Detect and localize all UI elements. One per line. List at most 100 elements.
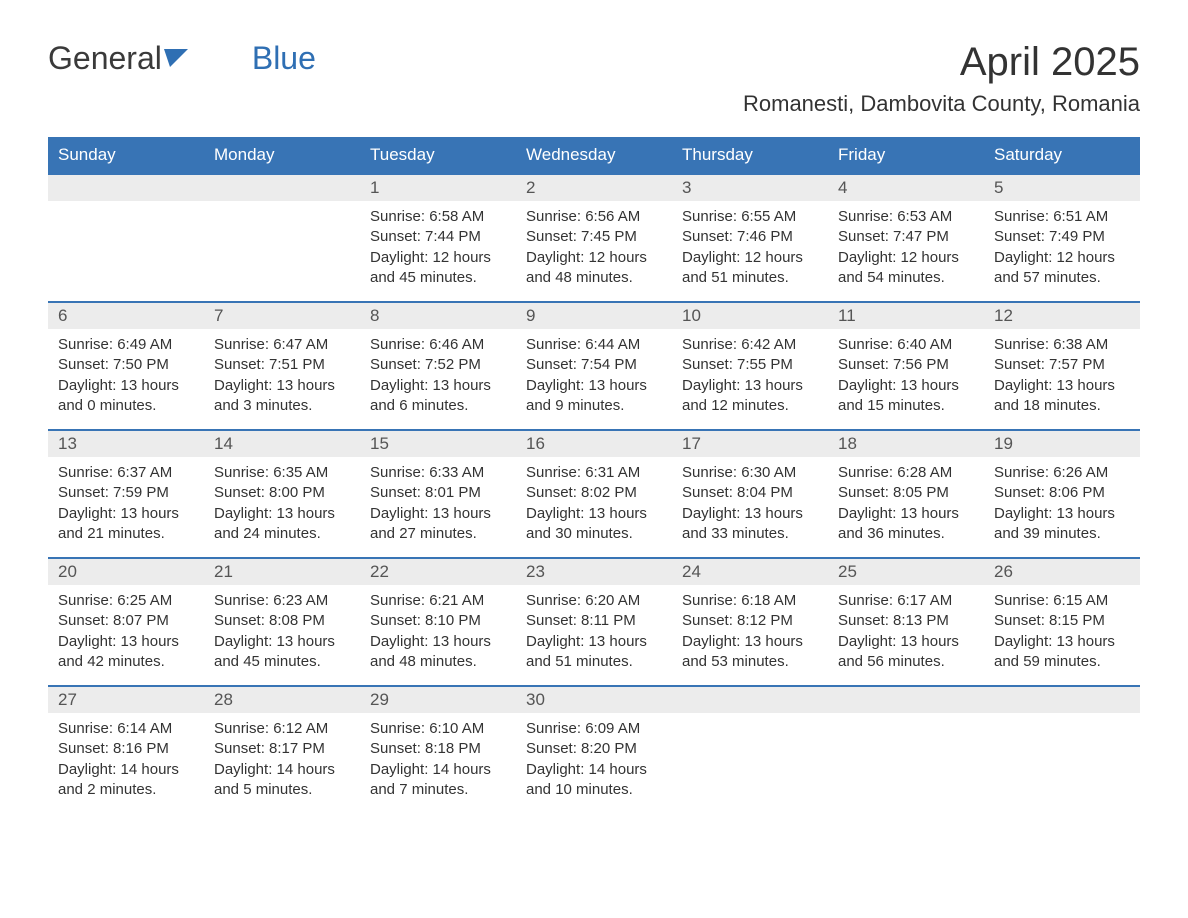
daylight-text: Daylight: 13 hours and 39 minutes.: [994, 504, 1130, 545]
day-cell: [984, 687, 1140, 813]
daylight-text: Daylight: 13 hours and 27 minutes.: [370, 504, 506, 545]
sunrise-text: Sunrise: 6:31 AM: [526, 463, 662, 483]
sunset-text: Sunset: 8:17 PM: [214, 739, 350, 759]
sunset-text: Sunset: 8:12 PM: [682, 611, 818, 631]
day-number: [48, 175, 204, 181]
day-number: 10: [672, 303, 828, 329]
day-number: 8: [360, 303, 516, 329]
day-number: 7: [204, 303, 360, 329]
week-row: 20Sunrise: 6:25 AMSunset: 8:07 PMDayligh…: [48, 557, 1140, 685]
day-cell: 8Sunrise: 6:46 AMSunset: 7:52 PMDaylight…: [360, 303, 516, 429]
day-body: Sunrise: 6:23 AMSunset: 8:08 PMDaylight:…: [204, 585, 360, 672]
day-cell: 18Sunrise: 6:28 AMSunset: 8:05 PMDayligh…: [828, 431, 984, 557]
sunrise-text: Sunrise: 6:44 AM: [526, 335, 662, 355]
day-number-row: 10: [672, 303, 828, 329]
daylight-text: Daylight: 13 hours and 9 minutes.: [526, 376, 662, 417]
sunset-text: Sunset: 8:00 PM: [214, 483, 350, 503]
day-cell: 21Sunrise: 6:23 AMSunset: 8:08 PMDayligh…: [204, 559, 360, 685]
day-number-row: [984, 687, 1140, 713]
week-row: 6 Sunrise: 6:49 AMSunset: 7:50 PM Daylight…: [48, 301, 1140, 429]
day-cell: 24Sunrise: 6:18 AMSunset: 8:12 PMDayligh…: [672, 559, 828, 685]
sunset-text: Sunset: 7:56 PM: [838, 355, 974, 375]
day-cell: 9Sunrise: 6:44 AMSunset: 7:54 PMDaylight…: [516, 303, 672, 429]
day-number-row: 7: [204, 303, 360, 329]
day-body: Sunrise: 6:30 AMSunset: 8:04 PMDaylight:…: [672, 457, 828, 544]
daylight-text: Daylight: 13 hours and 56 minutes.: [838, 632, 974, 673]
day-body: Sunrise: 6:56 AMSunset: 7:45 PMDaylight:…: [516, 201, 672, 288]
sunrise-text: Sunrise: 6:49 AM: [58, 335, 194, 355]
daylight-text: Daylight: 13 hours and 36 minutes.: [838, 504, 974, 545]
sunset-text: Sunset: 8:05 PM: [838, 483, 974, 503]
day-body: Sunrise: 6:21 AMSunset: 8:10 PMDaylight:…: [360, 585, 516, 672]
sunset-text: Sunset: 8:13 PM: [838, 611, 974, 631]
weekday-header: Monday: [204, 137, 360, 173]
calendar: Sunday Monday Tuesday Wednesday Thursday…: [48, 137, 1140, 813]
day-body: Sunrise: 6:37 AMSunset: 7:59 PMDaylight:…: [48, 457, 204, 544]
day-cell: [48, 175, 204, 301]
day-cell: [672, 687, 828, 813]
sunset-text: Sunset: 7:59 PM: [58, 483, 194, 503]
weekday-header: Tuesday: [360, 137, 516, 173]
weekday-header: Saturday: [984, 137, 1140, 173]
daylight-text: Daylight: 12 hours and 48 minutes.: [526, 248, 662, 289]
day-number: 28: [204, 687, 360, 713]
day-body: [204, 201, 360, 207]
day-number: 17: [672, 431, 828, 457]
day-number-row: 30: [516, 687, 672, 713]
day-cell: 12Sunrise: 6:38 AMSunset: 7:57 PMDayligh…: [984, 303, 1140, 429]
day-number-row: [204, 175, 360, 201]
day-body: Sunrise: 6:20 AMSunset: 8:11 PMDaylight:…: [516, 585, 672, 672]
day-number-row: 24: [672, 559, 828, 585]
weekday-header: Sunday: [48, 137, 204, 173]
day-body: Sunrise: 6:40 AMSunset: 7:56 PMDaylight:…: [828, 329, 984, 416]
sunset-text: Sunset: 8:10 PM: [370, 611, 506, 631]
daylight-text: Daylight: 13 hours and 24 minutes.: [214, 504, 350, 545]
day-body: Sunrise: 6:18 AMSunset: 8:12 PMDaylight:…: [672, 585, 828, 672]
month-title: April 2025: [743, 40, 1140, 85]
day-number-row: 26: [984, 559, 1140, 585]
sunset-text: Sunset: 7:46 PM: [682, 227, 818, 247]
day-body: Sunrise: 6:58 AMSunset: 7:44 PMDaylight:…: [360, 201, 516, 288]
week-row: 13Sunrise: 6:37 AMSunset: 7:59 PMDayligh…: [48, 429, 1140, 557]
day-number-row: 22: [360, 559, 516, 585]
sunset-text: Sunset: 8:01 PM: [370, 483, 506, 503]
weekday-header-row: Sunday Monday Tuesday Wednesday Thursday…: [48, 137, 1140, 173]
day-number: 16: [516, 431, 672, 457]
day-cell: 14Sunrise: 6:35 AMSunset: 8:00 PMDayligh…: [204, 431, 360, 557]
day-body: Sunrise: 6:53 AMSunset: 7:47 PMDaylight:…: [828, 201, 984, 288]
day-number: 13: [48, 431, 204, 457]
day-cell: [828, 687, 984, 813]
daylight-text: Daylight: 13 hours and 42 minutes.: [58, 632, 194, 673]
day-number-row: 19: [984, 431, 1140, 457]
day-body: Sunrise: 6:10 AMSunset: 8:18 PMDaylight:…: [360, 713, 516, 800]
weekday-header: Wednesday: [516, 137, 672, 173]
sunrise-text: Sunrise: 6:14 AM: [58, 719, 194, 739]
day-cell: 2Sunrise: 6:56 AMSunset: 7:45 PMDaylight…: [516, 175, 672, 301]
daylight-text: Daylight: 13 hours and 3 minutes.: [214, 376, 350, 417]
sunset-text: Sunset: 8:11 PM: [526, 611, 662, 631]
day-number: 18: [828, 431, 984, 457]
sunset-text: Sunset: 7:45 PM: [526, 227, 662, 247]
day-number: 20: [48, 559, 204, 585]
day-cell: 28Sunrise: 6:12 AMSunset: 8:17 PMDayligh…: [204, 687, 360, 813]
day-number-row: 12: [984, 303, 1140, 329]
sunset-text: Sunset: 7:51 PM: [214, 355, 350, 375]
day-body: Sunrise: 6:47 AMSunset: 7:51 PMDaylight:…: [204, 329, 360, 416]
sunrise-text: Sunrise: 6:25 AM: [58, 591, 194, 611]
day-number-row: 20: [48, 559, 204, 585]
weekday-header: Friday: [828, 137, 984, 173]
day-number: 11: [828, 303, 984, 329]
day-number-row: 16: [516, 431, 672, 457]
day-body: Sunrise: 6:33 AMSunset: 8:01 PMDaylight:…: [360, 457, 516, 544]
day-cell: 4Sunrise: 6:53 AMSunset: 7:47 PMDaylight…: [828, 175, 984, 301]
day-body: Sunrise: 6:51 AMSunset: 7:49 PMDaylight:…: [984, 201, 1140, 288]
sunset-text: Sunset: 7:50 PM: [58, 355, 194, 375]
sunset-text: Sunset: 7:47 PM: [838, 227, 974, 247]
day-number: 6: [48, 303, 204, 329]
day-number-row: 9: [516, 303, 672, 329]
sunrise-text: Sunrise: 6:40 AM: [838, 335, 974, 355]
day-number-row: 13: [48, 431, 204, 457]
day-number: 29: [360, 687, 516, 713]
sunrise-text: Sunrise: 6:38 AM: [994, 335, 1130, 355]
day-body: Sunrise: 6:09 AMSunset: 8:20 PMDaylight:…: [516, 713, 672, 800]
